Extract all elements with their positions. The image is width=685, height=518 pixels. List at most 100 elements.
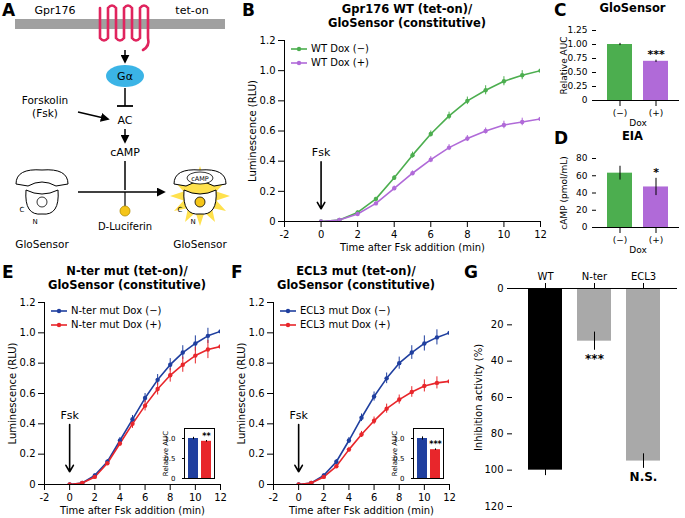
svg-text:cAMP: cAMP — [110, 146, 140, 159]
svg-text:80: 80 — [576, 153, 588, 163]
svg-text:Time after Fsk addition (min): Time after Fsk addition (min) — [59, 505, 205, 516]
svg-text:Gpr176: Gpr176 — [34, 4, 75, 17]
svg-text:C: C — [20, 206, 25, 214]
svg-text:0: 0 — [171, 475, 175, 483]
svg-text:60: 60 — [576, 171, 588, 181]
svg-text:Relative AUC: Relative AUC — [391, 431, 399, 476]
svg-text:Fsk: Fsk — [289, 409, 308, 422]
svg-text:80: 80 — [491, 428, 504, 439]
svg-text:0: 0 — [258, 479, 264, 490]
svg-text:C: C — [178, 206, 183, 214]
svg-text:WT: WT — [538, 271, 555, 282]
svg-text:0.4: 0.4 — [260, 155, 276, 166]
svg-text:20: 20 — [491, 319, 504, 330]
svg-text:0.6: 0.6 — [260, 125, 276, 136]
svg-text:0.2: 0.2 — [249, 448, 265, 459]
svg-text:10: 10 — [418, 492, 431, 503]
svg-text:Time after Fsk addition (min): Time after Fsk addition (min) — [339, 242, 485, 253]
svg-text:(+): (+) — [649, 108, 664, 118]
svg-text:***: *** — [429, 440, 442, 449]
svg-text:Gα: Gα — [117, 70, 133, 83]
svg-text:N-ter: N-ter — [582, 271, 608, 282]
svg-text:ECL3: ECL3 — [631, 271, 656, 282]
svg-text:4: 4 — [117, 492, 123, 503]
svg-text:1.0: 1.0 — [249, 327, 265, 338]
svg-text:12: 12 — [443, 492, 456, 503]
svg-text:4: 4 — [391, 229, 397, 240]
svg-text:(+): (+) — [649, 235, 664, 245]
svg-text:1.0: 1.0 — [260, 65, 276, 76]
svg-text:0.8: 0.8 — [249, 357, 265, 368]
svg-text:6: 6 — [428, 229, 434, 240]
svg-text:(Fsk): (Fsk) — [32, 107, 58, 119]
svg-text:40: 40 — [491, 355, 504, 366]
svg-text:60: 60 — [491, 392, 504, 403]
svg-text:0.4: 0.4 — [20, 418, 36, 429]
svg-text:***: *** — [647, 48, 665, 61]
svg-text:0: 0 — [29, 479, 35, 490]
svg-text:0.8: 0.8 — [20, 357, 36, 368]
svg-text:Fsk: Fsk — [312, 146, 331, 159]
svg-text:cAMP (pmol/mL): cAMP (pmol/mL) — [559, 156, 569, 229]
svg-text:4: 4 — [346, 492, 352, 503]
svg-text:8: 8 — [396, 492, 402, 503]
svg-text:0.25: 0.25 — [567, 81, 587, 91]
svg-text:8: 8 — [464, 229, 470, 240]
svg-text:40: 40 — [576, 188, 588, 198]
svg-text:Dox: Dox — [629, 118, 647, 128]
svg-text:-2: -2 — [280, 229, 290, 240]
svg-text:12: 12 — [534, 229, 547, 240]
svg-text:AC: AC — [117, 114, 132, 127]
svg-text:Luminescence (RLU): Luminescence (RLU) — [7, 342, 18, 444]
svg-text:0.50: 0.50 — [567, 67, 587, 77]
svg-text:Inhibition activity (%): Inhibition activity (%) — [473, 344, 484, 451]
svg-text:0: 0 — [582, 222, 588, 232]
svg-text:1.2: 1.2 — [260, 35, 276, 46]
svg-text:N: N — [190, 218, 195, 226]
svg-text:N: N — [32, 218, 37, 226]
svg-text:0: 0 — [400, 475, 404, 483]
svg-text:1.25: 1.25 — [567, 25, 587, 35]
svg-text:Relative AUC: Relative AUC — [559, 36, 569, 94]
svg-text:N.S.: N.S. — [630, 470, 658, 484]
svg-text:**: ** — [202, 432, 211, 441]
svg-text:(−): (−) — [613, 235, 628, 245]
svg-text:(−): (−) — [613, 108, 628, 118]
svg-text:0.2: 0.2 — [20, 448, 36, 459]
svg-text:-2: -2 — [269, 492, 279, 503]
svg-text:0.6: 0.6 — [249, 388, 265, 399]
svg-text:0.8: 0.8 — [260, 95, 276, 106]
svg-text:12: 12 — [214, 492, 227, 503]
svg-text:cAMP: cAMP — [191, 175, 209, 183]
svg-text:2: 2 — [321, 492, 327, 503]
svg-text:1.0: 1.0 — [20, 327, 36, 338]
svg-text:2: 2 — [354, 229, 360, 240]
svg-text:2: 2 — [92, 492, 98, 503]
svg-text:6: 6 — [142, 492, 148, 503]
svg-text:0: 0 — [582, 95, 588, 105]
svg-text:100: 100 — [484, 464, 503, 475]
svg-text:GloSensor: GloSensor — [173, 238, 227, 250]
svg-text:GloSensor: GloSensor — [15, 238, 69, 250]
svg-text:0.4: 0.4 — [249, 418, 265, 429]
svg-text:1.00: 1.00 — [567, 39, 587, 49]
svg-text:0.6: 0.6 — [20, 388, 36, 399]
svg-text:***: *** — [585, 352, 605, 366]
svg-text:D-Luciferin: D-Luciferin — [98, 221, 152, 232]
svg-text:*: * — [653, 166, 659, 179]
svg-text:0.2: 0.2 — [260, 186, 276, 197]
svg-text:Luminescence (RLU): Luminescence (RLU) — [247, 80, 258, 182]
svg-text:tet-on: tet-on — [175, 4, 208, 17]
svg-text:Luminescence (RLU): Luminescence (RLU) — [236, 342, 247, 444]
svg-text:10: 10 — [189, 492, 202, 503]
svg-text:1.2: 1.2 — [20, 297, 36, 308]
svg-text:Fsk: Fsk — [60, 409, 79, 422]
svg-text:0.75: 0.75 — [567, 53, 587, 63]
svg-text:Time after Fsk addition (min): Time after Fsk addition (min) — [288, 505, 434, 516]
svg-text:0: 0 — [66, 492, 72, 503]
svg-text:20: 20 — [576, 205, 588, 215]
svg-text:Dox: Dox — [629, 245, 647, 255]
svg-text:Relative AUC: Relative AUC — [162, 431, 170, 476]
svg-text:0: 0 — [318, 229, 324, 240]
svg-text:1.2: 1.2 — [249, 297, 265, 308]
